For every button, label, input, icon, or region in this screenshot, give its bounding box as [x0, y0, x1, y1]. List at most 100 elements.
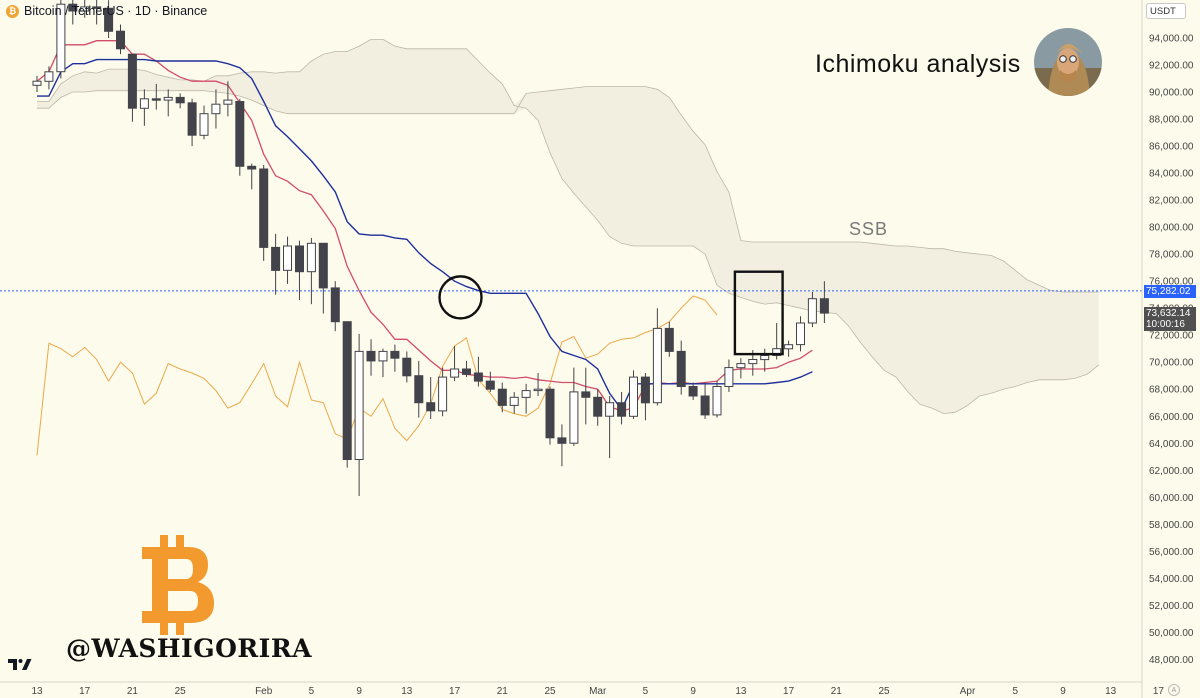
author-handle: @WASHIGORIRA — [66, 634, 313, 663]
candle-body — [593, 396, 603, 417]
y-tick-label: 56,000.00 — [1149, 547, 1194, 558]
candle — [318, 242, 328, 314]
chart-headline: Ichimoku analysis — [815, 50, 1021, 78]
x-tick-label: 9 — [1060, 686, 1066, 697]
candle-body — [175, 96, 185, 104]
candle — [736, 358, 746, 379]
candle-body — [509, 396, 519, 406]
tradingview-logo-icon[interactable] — [8, 655, 32, 671]
candle-body — [44, 71, 54, 82]
candle — [104, 0, 114, 38]
candle-body — [819, 298, 829, 314]
candle-body — [366, 350, 376, 362]
x-tick-label: 17 — [449, 686, 461, 697]
candle-body — [724, 367, 734, 388]
x-tick-label: 17 — [1153, 686, 1165, 697]
candle-body — [127, 53, 137, 109]
candle-body — [116, 30, 125, 50]
candle-body — [151, 98, 161, 101]
y-tick-label: 60,000.00 — [1149, 493, 1194, 504]
bitcoin-logo-icon — [136, 535, 220, 635]
candle-body — [676, 350, 686, 387]
candle-body — [760, 355, 770, 361]
x-tick-label: 25 — [544, 686, 556, 697]
candle — [796, 316, 805, 352]
candle-body — [211, 103, 221, 115]
x-tick-label: 13 — [31, 686, 43, 697]
symbol-title[interactable]: Bitcoin / TetherUS · 1D · Binance — [24, 4, 208, 18]
candle — [199, 105, 209, 140]
candle — [760, 348, 770, 372]
currency-button[interactable]: USDT — [1146, 3, 1186, 19]
candle-body — [378, 350, 388, 362]
candle — [569, 367, 579, 446]
candle-body — [247, 165, 257, 170]
candle — [509, 391, 519, 414]
candle-body — [736, 363, 746, 369]
candle — [402, 351, 412, 383]
candle — [127, 53, 137, 122]
candle — [151, 83, 161, 110]
x-tick-label: 25 — [878, 686, 890, 697]
x-tick-label: 13 — [735, 686, 747, 697]
x-tick-label: 17 — [783, 686, 795, 697]
candle-body — [414, 375, 424, 404]
candle-body — [664, 327, 674, 352]
candle-body — [784, 344, 794, 350]
candle-body — [450, 368, 460, 378]
y-tick-label: 68,000.00 — [1149, 385, 1194, 396]
candle — [295, 240, 304, 301]
candle-body — [80, 6, 90, 12]
y-tick-label: 48,000.00 — [1149, 655, 1194, 666]
symbol-header[interactable]: ₿ Bitcoin / TetherUS · 1D · Binance — [6, 3, 207, 19]
candle — [676, 340, 686, 395]
candle-body — [807, 298, 817, 324]
candle-body — [796, 322, 805, 346]
candle — [211, 89, 221, 129]
candle — [688, 382, 698, 401]
candle-body — [32, 80, 42, 86]
x-tick-label: Mar — [589, 686, 607, 697]
senkou-span-a-line — [37, 39, 1100, 415]
y-tick-label: 62,000.00 — [1149, 466, 1194, 477]
candle — [378, 348, 388, 378]
candle — [581, 367, 591, 425]
candle — [724, 359, 734, 392]
y-tick-label: 86,000.00 — [1149, 142, 1194, 153]
candle-body — [557, 437, 567, 444]
y-tick-label: 94,000.00 — [1149, 34, 1194, 45]
candle-body — [68, 3, 78, 12]
candle-body — [700, 395, 710, 416]
candle — [92, 0, 102, 25]
candle — [617, 391, 627, 425]
y-tick-label: 72,000.00 — [1149, 331, 1194, 342]
y-tick-label: 50,000.00 — [1149, 628, 1194, 639]
candle — [438, 367, 448, 417]
candle — [557, 424, 567, 467]
candle — [700, 382, 710, 419]
candle — [629, 370, 638, 419]
candle-body — [426, 402, 436, 412]
candle — [306, 237, 316, 305]
candle-body — [402, 357, 412, 377]
y-tick-label: 70,000.00 — [1149, 358, 1194, 369]
candle-body — [271, 246, 281, 271]
candle-body — [199, 113, 209, 136]
x-tick-label: Apr — [960, 686, 976, 697]
candle — [640, 373, 650, 421]
candle — [271, 233, 281, 295]
bitcoin-icon: ₿ — [6, 4, 19, 18]
candle-body — [354, 350, 364, 460]
current-price-value: 73,632.14 — [1146, 308, 1191, 319]
candle — [414, 360, 424, 418]
y-tick-label: 90,000.00 — [1149, 88, 1194, 99]
y-tick-label: 66,000.00 — [1149, 412, 1194, 423]
auto-scale-button[interactable]: A — [1168, 684, 1180, 696]
x-tick-label: 21 — [831, 686, 843, 697]
candle — [605, 395, 615, 459]
x-tick-label: 5 — [309, 686, 315, 697]
candle — [223, 81, 233, 117]
candle — [426, 377, 436, 419]
